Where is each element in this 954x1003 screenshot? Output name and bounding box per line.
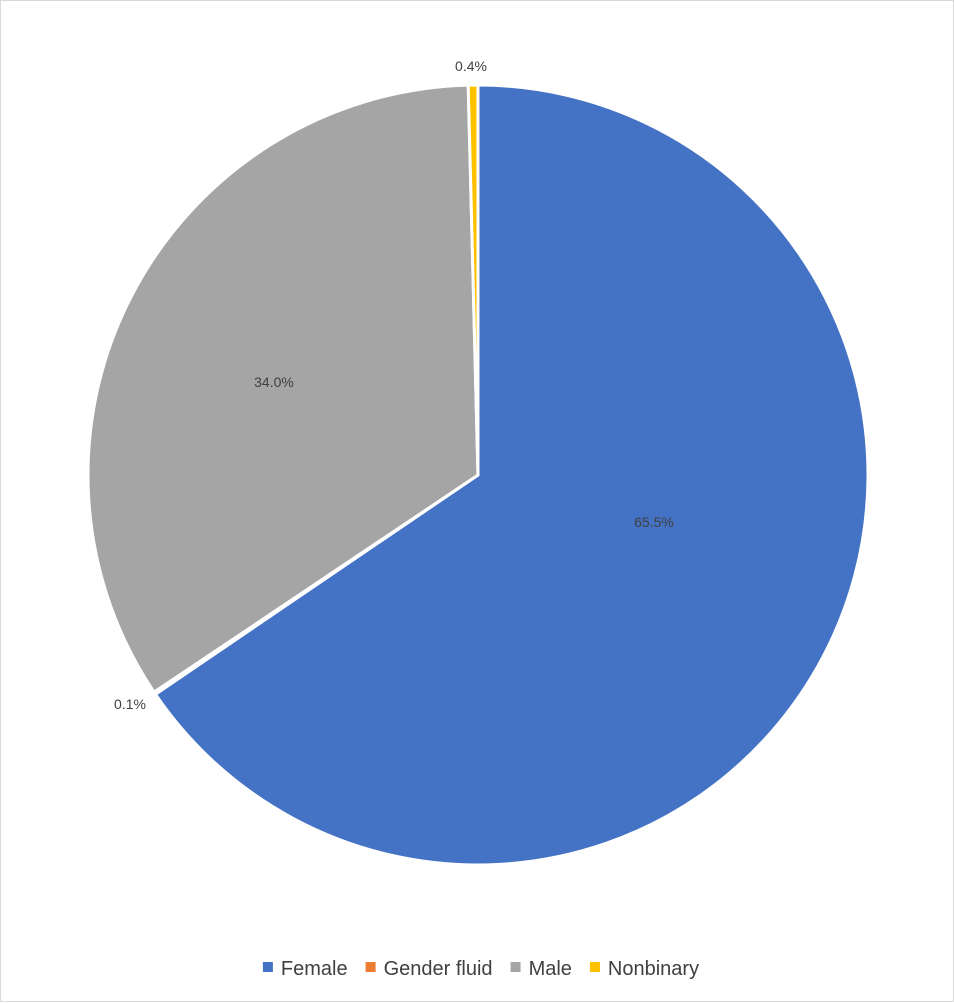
- legend-marker-nonbinary: [589, 962, 600, 972]
- pie-slice-male[interactable]: [86, 83, 480, 694]
- legend: Female Gender fluid Male Nonbinary: [262, 958, 699, 980]
- pie-slice-nonbinary[interactable]: [466, 83, 480, 477]
- legend-item-nonbinary[interactable]: Nonbinary: [589, 958, 699, 980]
- legend-label-nonbinary: Nonbinary: [608, 958, 699, 980]
- legend-marker-male: [510, 962, 521, 972]
- data-label-gender-fluid: 0.1%: [114, 696, 146, 712]
- legend-marker-female: [262, 962, 273, 972]
- legend-item-female[interactable]: Female: [262, 958, 348, 980]
- legend-label-female: Female: [281, 958, 348, 980]
- legend-marker-gender-fluid: [365, 962, 376, 972]
- legend-item-gender-fluid[interactable]: Gender fluid: [365, 958, 493, 980]
- legend-label-gender-fluid: Gender fluid: [384, 958, 493, 980]
- data-label-nonbinary: 0.4%: [455, 58, 487, 74]
- pie-data-labels: 65.5% 0.1% 34.0% 0.4%: [114, 58, 674, 712]
- legend-label-male: Male: [529, 958, 572, 980]
- data-label-female: 65.5%: [634, 514, 674, 530]
- data-label-male: 34.0%: [254, 374, 294, 390]
- legend-item-male[interactable]: Male: [510, 958, 572, 980]
- pie-slices: [86, 83, 870, 867]
- pie-slice-female[interactable]: [153, 83, 870, 867]
